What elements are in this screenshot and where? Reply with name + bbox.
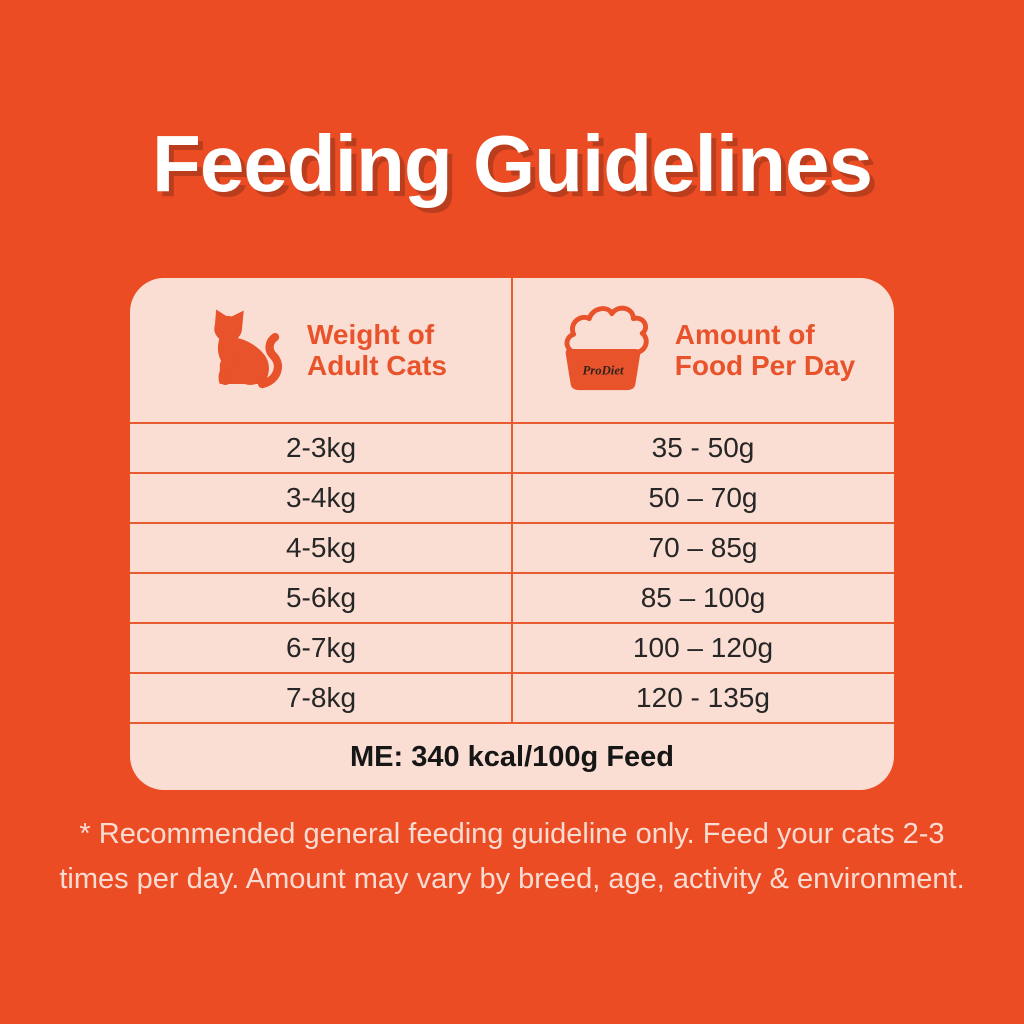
amount-cell: 85 – 100g [640,582,766,613]
metabolizable-energy-note: ME: 340 kcal/100g Feed [130,722,894,790]
food-bowl-icon: ProDiet [551,301,655,399]
weight-cell: 4-5kg [285,532,357,563]
column-header-weight-label: Weight of Adult Cats [307,319,447,381]
weight-cell: 2-3kg [285,432,357,463]
column-divider [511,278,513,722]
column-header-amount-label: Amount of Food Per Day [674,319,856,381]
column-header-weight: Weight of Adult Cats [130,278,512,422]
amount-cell: 120 - 135g [636,682,770,713]
column-header-amount: ProDiet Amount of Food Per Day [512,278,894,422]
amount-cell: 35 - 50g [651,432,755,463]
weight-cell: 6-7kg [285,632,357,663]
weight-cell: 7-8kg [285,682,357,713]
disclaimer-line-1: * Recommended general feeding guideline … [79,818,945,850]
disclaimer-line-2: times per day. Amount may vary by breed,… [59,863,965,895]
table-header: Weight of Adult Cats ProDiet Amount of F… [130,278,894,422]
amount-cell: 50 – 70g [648,482,758,513]
weight-cell: 3-4kg [285,482,357,513]
weight-cell: 5-6kg [285,582,357,613]
page-title: Feeding Guidelines [152,119,873,208]
cat-icon [195,304,287,396]
feeding-table: Weight of Adult Cats ProDiet Amount of F… [130,278,894,790]
amount-cell: 70 – 85g [648,532,758,563]
bowl-brand-label: ProDiet [582,364,623,378]
amount-cell: 100 – 120g [632,632,774,663]
disclaimer-note: * Recommended general feeding guideline … [0,812,1024,902]
